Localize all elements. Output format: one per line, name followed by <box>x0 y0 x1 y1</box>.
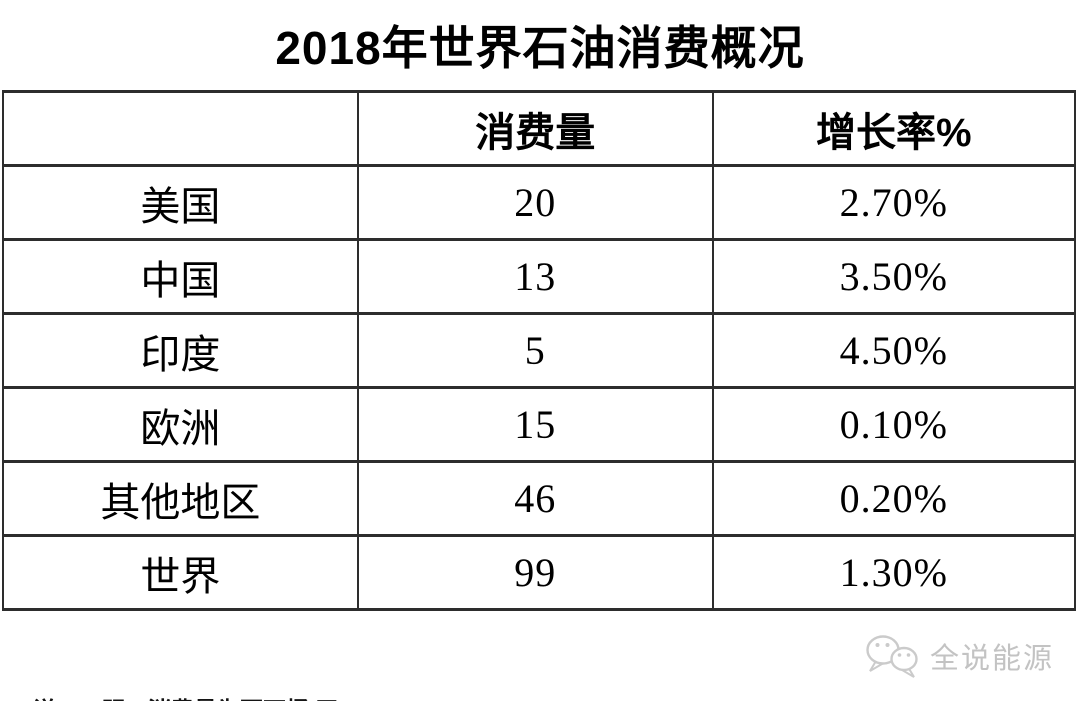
growth-cell: 4.50% <box>711 312 1077 389</box>
table-row: 中国 13 3.50% <box>2 238 1077 315</box>
watermark: 全说能源 <box>863 633 1054 679</box>
growth-cell: 0.20% <box>711 460 1077 537</box>
note-explanation: 说 明：消费量为百万桶/天。 <box>33 695 850 701</box>
header-region <box>2 90 359 167</box>
header-growth: 增长率% <box>711 90 1077 167</box>
consumption-cell: 13 <box>356 238 714 315</box>
table-row: 印度 5 4.50% <box>2 312 1077 389</box>
oil-consumption-table: 消费量 增长率% 美国 20 2.70% 中国 13 3.50% 印度 5 4.… <box>2 90 1077 611</box>
watermark-text: 全说能源 <box>929 643 1054 675</box>
page-title: 2018年世界石油消费概况 <box>275 22 805 74</box>
header-consumption: 消费量 <box>356 90 714 167</box>
growth-cell: 3.50% <box>711 238 1077 315</box>
region-cell: 美国 <box>2 164 359 241</box>
region-cell: 欧洲 <box>2 386 359 463</box>
consumption-cell: 15 <box>356 386 714 463</box>
growth-cell: 2.70% <box>711 164 1077 241</box>
consumption-cell: 46 <box>356 460 714 537</box>
consumption-cell: 5 <box>356 312 714 389</box>
consumption-cell: 20 <box>356 164 714 241</box>
region-cell: 印度 <box>2 312 359 389</box>
footnotes: 说 明：消费量为百万桶/天。 资料来源：国际能源署，2018年全球能源与二氧化碳… <box>33 631 850 701</box>
consumption-cell: 99 <box>356 534 714 611</box>
wechat-bubbles-icon <box>866 635 918 678</box>
header-row: 消费量 增长率% <box>2 90 1077 167</box>
table-row: 美国 20 2.70% <box>2 164 1077 241</box>
table-row: 世界 99 1.30% <box>2 534 1077 611</box>
growth-cell: 1.30% <box>711 534 1077 611</box>
table-row: 其他地区 46 0.20% <box>2 460 1077 537</box>
region-cell: 其他地区 <box>2 460 359 537</box>
region-cell: 世界 <box>2 534 359 611</box>
region-cell: 中国 <box>2 238 359 315</box>
growth-cell: 0.10% <box>711 386 1077 463</box>
table-row: 欧洲 15 0.10% <box>2 386 1077 463</box>
